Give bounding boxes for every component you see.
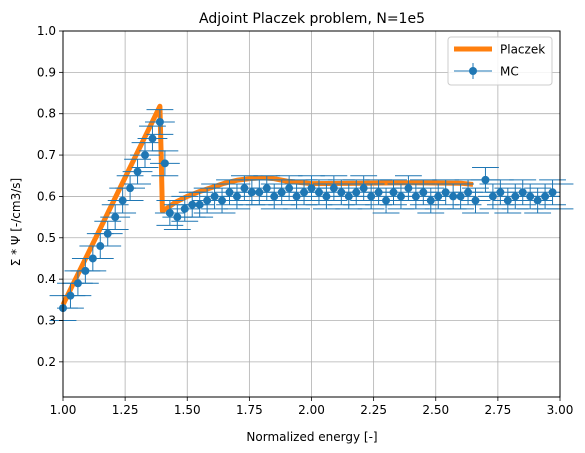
mc-point — [169, 195, 200, 222]
mc-marker — [426, 196, 435, 205]
mc-marker — [148, 134, 157, 143]
mc-marker — [218, 196, 227, 205]
y-tick-label: 0.8 — [37, 107, 56, 121]
y-axis-label: Σ * Ψ [-/cm3/s] — [9, 178, 23, 266]
mc-point — [115, 175, 146, 202]
mc-marker — [255, 188, 264, 197]
y-tick-label: 0.4 — [37, 272, 56, 286]
legend-mc-marker — [469, 67, 477, 75]
placzek-series — [60, 103, 474, 306]
x-tick-label: 1.25 — [112, 403, 139, 417]
mc-point — [460, 187, 491, 214]
mc-marker — [481, 175, 490, 184]
mc-marker — [195, 200, 204, 209]
mc-marker — [270, 192, 279, 201]
mc-marker — [329, 184, 338, 193]
mc-marker — [141, 151, 150, 160]
mc-marker — [496, 188, 505, 197]
mc-marker — [307, 184, 316, 193]
x-tick-label: 1.50 — [174, 403, 201, 417]
x-tick-label: 1.00 — [50, 403, 77, 417]
y-tick-label: 0.9 — [37, 65, 56, 79]
mc-marker — [225, 188, 234, 197]
mc-marker — [210, 192, 219, 201]
mc-marker — [382, 196, 391, 205]
mc-marker — [518, 188, 527, 197]
mc-marker — [441, 188, 450, 197]
x-tick-label: 3.00 — [547, 403, 574, 417]
chart-title: Adjoint Placzek problem, N=1e5 — [199, 11, 425, 27]
x-axis-label: Normalized energy [-] — [246, 430, 377, 444]
mc-marker — [352, 188, 361, 197]
mc-marker — [503, 196, 512, 205]
mc-marker — [262, 184, 271, 193]
x-tick-label: 1.75 — [236, 403, 263, 417]
mc-marker — [419, 188, 428, 197]
mc-marker — [160, 159, 169, 168]
mc-point — [130, 142, 160, 168]
y-tick-label: 0.2 — [37, 355, 56, 369]
mc-marker — [111, 213, 120, 222]
legend-mc-label: MC — [500, 65, 519, 79]
mc-marker — [180, 204, 189, 213]
y-axis-ticks: 0.2 0.3 0.4 0.5 0.6 0.7 0.8 0.9 1.0 — [37, 24, 63, 369]
mc-marker — [292, 192, 301, 201]
x-axis-ticks: 1.00 1.25 1.50 1.75 2.00 2.25 2.50 2.75 3.00 — [50, 397, 574, 417]
y-tick-label: 1.0 — [37, 24, 56, 38]
legend-placzek-label: Placzek — [500, 43, 545, 57]
mc-marker — [277, 188, 286, 197]
mc-marker — [155, 117, 164, 126]
mc-series — [49, 109, 574, 321]
mc-marker — [165, 208, 174, 217]
mc-marker — [322, 192, 331, 201]
mc-point — [485, 179, 516, 206]
mc-point — [378, 179, 409, 206]
mc-marker — [126, 184, 135, 193]
mc-marker — [314, 188, 323, 197]
mc-marker — [533, 196, 542, 205]
x-tick-label: 2.50 — [422, 403, 449, 417]
mc-marker — [344, 192, 353, 201]
mc-marker — [471, 196, 480, 205]
mc-marker — [359, 184, 368, 193]
mc-marker — [133, 167, 142, 176]
mc-marker — [411, 192, 420, 201]
mc-marker — [456, 192, 465, 201]
mc-point — [222, 183, 252, 210]
mc-point — [145, 109, 175, 135]
y-tick-label: 0.6 — [37, 189, 56, 203]
mc-point — [122, 158, 153, 185]
mc-point — [318, 175, 349, 202]
mc-marker — [232, 192, 241, 201]
mc-marker — [548, 188, 557, 197]
mc-point — [149, 150, 180, 177]
mc-marker — [285, 184, 294, 193]
mc-marker — [389, 188, 398, 197]
legend: Placzek MC — [447, 36, 553, 86]
mc-marker — [240, 184, 249, 193]
mc-point — [92, 220, 123, 247]
y-tick-label: 0.5 — [37, 231, 56, 245]
mc-marker — [367, 192, 376, 201]
mc-point — [537, 179, 566, 206]
y-tick-label: 0.3 — [37, 313, 56, 327]
mc-marker — [488, 192, 497, 201]
y-tick-label: 0.7 — [37, 148, 56, 162]
x-tick-label: 2.75 — [485, 403, 512, 417]
mc-marker — [404, 184, 413, 193]
mc-point — [100, 204, 131, 231]
x-tick-label: 2.25 — [360, 403, 387, 417]
mc-marker — [103, 229, 112, 238]
placzek-line — [60, 103, 474, 306]
mc-marker — [464, 188, 473, 197]
mc-marker — [173, 213, 182, 222]
x-tick-label: 2.00 — [298, 403, 325, 417]
